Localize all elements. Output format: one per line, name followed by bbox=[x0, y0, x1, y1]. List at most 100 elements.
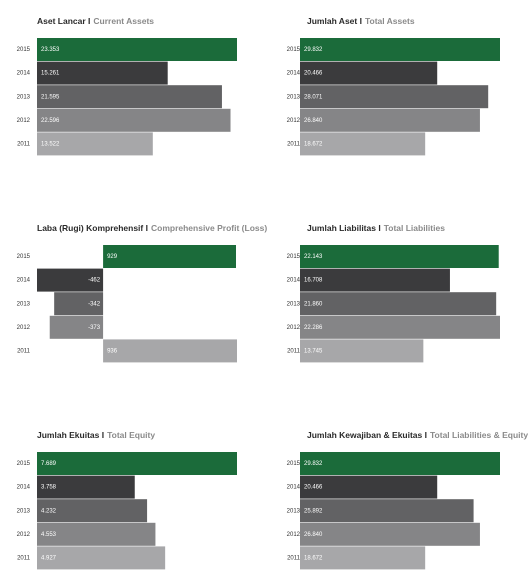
title-id: Jumlah Kewajiban & Ekuitas I bbox=[307, 430, 427, 440]
year-label: 2011 bbox=[17, 555, 31, 561]
year-label: 2013 bbox=[17, 508, 31, 514]
bar bbox=[300, 108, 480, 132]
year-label: 2015 bbox=[17, 461, 31, 467]
value-label: 26.840 bbox=[304, 532, 323, 538]
bar bbox=[300, 85, 489, 109]
year-label: 2015 bbox=[287, 47, 301, 53]
year-label: 2013 bbox=[17, 94, 31, 100]
bar bbox=[300, 245, 499, 268]
year-label: 2012 bbox=[287, 532, 301, 538]
chart-panel: Jumlah Ekuitas I Total Equity 2015 7.689 201… bbox=[17, 430, 237, 570]
title-en: Total Liabilities & Equity bbox=[430, 430, 528, 440]
bar bbox=[49, 315, 104, 339]
chart-title: Aset Lancar I Current Assets bbox=[37, 16, 154, 26]
bar bbox=[300, 132, 426, 156]
title-id: Jumlah Ekuitas I bbox=[37, 430, 104, 440]
value-label: 20.466 bbox=[304, 71, 323, 77]
year-label: 2011 bbox=[287, 555, 301, 561]
value-label: 4.232 bbox=[41, 508, 57, 514]
year-label: 2012 bbox=[287, 325, 301, 331]
value-label: 29.832 bbox=[304, 461, 323, 467]
bar bbox=[37, 85, 222, 109]
bar bbox=[54, 292, 104, 316]
chart-title: Jumlah Ekuitas I Total Equity bbox=[37, 430, 155, 440]
value-label: 15.261 bbox=[41, 71, 60, 77]
title-id: Laba (Rugi) Komprehensif I bbox=[37, 223, 148, 233]
title-en: Current Assets bbox=[93, 16, 154, 26]
value-label: 20.466 bbox=[304, 485, 323, 491]
bar bbox=[103, 245, 236, 268]
bar bbox=[37, 522, 156, 546]
bar bbox=[37, 452, 237, 475]
year-label: 2013 bbox=[287, 301, 301, 307]
bar bbox=[37, 546, 166, 570]
year-label: 2012 bbox=[17, 325, 31, 331]
value-label: 22.596 bbox=[41, 118, 60, 124]
value-label: 21.860 bbox=[304, 301, 323, 307]
year-label: 2015 bbox=[287, 254, 301, 260]
year-label: 2014 bbox=[287, 485, 301, 491]
value-label: 22.143 bbox=[304, 254, 323, 260]
title-en: Total Equity bbox=[107, 430, 155, 440]
value-label: 936 bbox=[107, 348, 118, 354]
value-label: -462 bbox=[88, 278, 101, 284]
value-label: 13.745 bbox=[304, 348, 323, 354]
bar bbox=[300, 315, 500, 339]
bar bbox=[300, 452, 500, 475]
title-en: Comprehensive Profit (Loss) bbox=[151, 223, 267, 233]
bar bbox=[37, 108, 231, 132]
value-label: 3.758 bbox=[41, 485, 57, 491]
value-label: 22.286 bbox=[304, 325, 323, 331]
value-label: 7.689 bbox=[41, 461, 57, 467]
year-label: 2015 bbox=[17, 47, 31, 53]
bar bbox=[300, 339, 424, 363]
bar bbox=[300, 292, 497, 316]
value-label: 18.672 bbox=[304, 555, 323, 561]
year-label: 2014 bbox=[287, 71, 301, 77]
value-label: 26.840 bbox=[304, 118, 323, 124]
title-id: Jumlah Aset I bbox=[307, 16, 362, 26]
bar bbox=[300, 475, 438, 499]
year-label: 2013 bbox=[17, 301, 31, 307]
year-label: 2012 bbox=[17, 118, 31, 124]
value-label: 4.553 bbox=[41, 532, 57, 538]
year-label: 2015 bbox=[17, 254, 31, 260]
year-label: 2013 bbox=[287, 508, 301, 514]
bar bbox=[37, 499, 148, 523]
year-label: 2014 bbox=[17, 278, 31, 284]
title-en: Total Liabilities bbox=[384, 223, 446, 233]
bar bbox=[300, 546, 426, 570]
value-label: 18.672 bbox=[304, 141, 323, 147]
chart-panel: Aset Lancar I Current Assets 2015 23.353 201… bbox=[17, 16, 237, 156]
value-label: -373 bbox=[88, 325, 101, 331]
year-label: 2014 bbox=[17, 485, 31, 491]
bar bbox=[37, 132, 153, 156]
chart-title: Laba (Rugi) Komprehensif I Comprehensive … bbox=[37, 223, 267, 233]
value-label: 25.892 bbox=[304, 508, 323, 514]
year-label: 2014 bbox=[287, 278, 301, 284]
bar bbox=[300, 61, 438, 85]
bar bbox=[37, 475, 135, 499]
year-label: 2013 bbox=[287, 94, 301, 100]
year-label: 2014 bbox=[17, 71, 31, 77]
value-label: -342 bbox=[88, 301, 101, 307]
year-label: 2011 bbox=[17, 141, 31, 147]
chart-title: Jumlah Liabilitas I Total Liabilities bbox=[307, 223, 445, 233]
year-label: 2011 bbox=[17, 348, 31, 354]
bar bbox=[103, 339, 237, 363]
value-label: 13.522 bbox=[41, 141, 60, 147]
chart-panel: Laba (Rugi) Komprehensif I Comprehensive … bbox=[17, 223, 267, 363]
bar bbox=[37, 38, 237, 61]
value-label: 28.071 bbox=[304, 94, 323, 100]
bar bbox=[300, 499, 474, 523]
year-label: 2015 bbox=[287, 461, 301, 467]
year-label: 2012 bbox=[287, 118, 301, 124]
bar bbox=[300, 38, 500, 61]
chart-panel: Jumlah Kewajiban & Ekuitas I Total Liabil… bbox=[287, 430, 528, 570]
value-label: 929 bbox=[107, 254, 118, 260]
chart-title: Jumlah Aset I Total Assets bbox=[307, 16, 415, 26]
value-label: 21.595 bbox=[41, 94, 60, 100]
title-id: Aset Lancar I bbox=[37, 16, 90, 26]
